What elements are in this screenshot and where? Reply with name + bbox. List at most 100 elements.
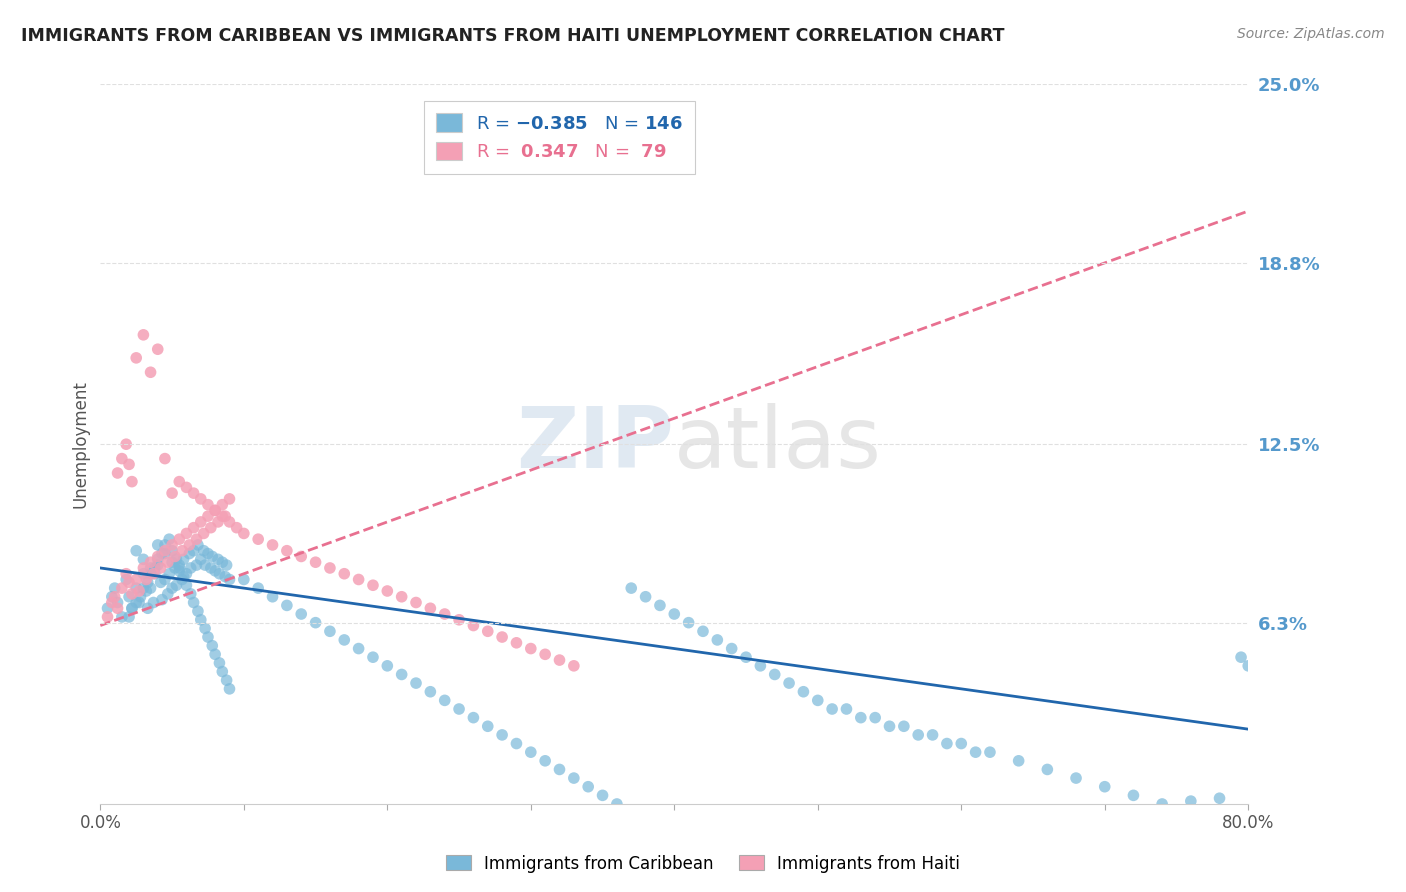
Point — [163, 561, 186, 575]
Point — [232, 526, 254, 541]
Point — [157, 566, 180, 581]
Point — [648, 599, 671, 613]
Point — [172, 543, 194, 558]
Point — [225, 521, 247, 535]
Point — [135, 573, 157, 587]
Point — [194, 622, 217, 636]
Point — [664, 607, 686, 621]
Point — [176, 526, 198, 541]
Point — [965, 745, 987, 759]
Point — [1208, 791, 1230, 805]
Point — [111, 451, 134, 466]
Point — [950, 737, 973, 751]
Point — [135, 584, 157, 599]
Point — [132, 561, 155, 575]
Point — [183, 521, 205, 535]
Point — [562, 771, 585, 785]
Point — [211, 555, 233, 569]
Point — [749, 658, 772, 673]
Point — [142, 566, 165, 581]
Point — [183, 543, 205, 558]
Point — [375, 584, 398, 599]
Point — [262, 538, 284, 552]
Point — [232, 573, 254, 587]
Point — [505, 636, 527, 650]
Point — [146, 343, 169, 357]
Point — [129, 590, 152, 604]
Point — [125, 581, 148, 595]
Point — [211, 665, 233, 679]
Point — [111, 581, 134, 595]
Point — [276, 599, 298, 613]
Point — [160, 581, 183, 595]
Point — [160, 538, 183, 552]
Point — [433, 607, 456, 621]
Point — [534, 648, 557, 662]
Point — [1064, 771, 1087, 785]
Point — [548, 653, 571, 667]
Point — [208, 656, 231, 670]
Point — [142, 595, 165, 609]
Point — [520, 745, 543, 759]
Point — [169, 561, 191, 575]
Point — [735, 650, 758, 665]
Point — [520, 641, 543, 656]
Point — [678, 615, 700, 630]
Point — [262, 590, 284, 604]
Point — [319, 561, 342, 575]
Point — [201, 639, 224, 653]
Point — [361, 578, 384, 592]
Point — [215, 673, 238, 688]
Point — [347, 641, 370, 656]
Point — [720, 641, 742, 656]
Point — [1237, 658, 1260, 673]
Point — [153, 573, 176, 587]
Point — [163, 549, 186, 564]
Point — [153, 547, 176, 561]
Point — [197, 509, 219, 524]
Point — [1036, 763, 1059, 777]
Point — [176, 578, 198, 592]
Point — [173, 569, 195, 583]
Point — [247, 581, 270, 595]
Point — [104, 590, 127, 604]
Point — [505, 737, 527, 751]
Point — [1094, 780, 1116, 794]
Point — [347, 573, 370, 587]
Point — [290, 607, 312, 621]
Point — [194, 558, 217, 573]
Text: Source: ZipAtlas.com: Source: ZipAtlas.com — [1237, 27, 1385, 41]
Point — [190, 613, 212, 627]
Point — [304, 555, 326, 569]
Point — [183, 595, 205, 609]
Point — [139, 555, 162, 569]
Point — [115, 566, 138, 581]
Point — [200, 521, 222, 535]
Point — [146, 558, 169, 573]
Point — [121, 601, 143, 615]
Point — [179, 547, 201, 561]
Point — [187, 538, 209, 552]
Point — [176, 566, 198, 581]
Point — [160, 555, 183, 569]
Point — [935, 737, 957, 751]
Point — [150, 592, 173, 607]
Point — [576, 780, 599, 794]
Point — [153, 543, 176, 558]
Point — [449, 702, 471, 716]
Point — [1152, 797, 1174, 811]
Point — [118, 590, 141, 604]
Point — [477, 719, 499, 733]
Point — [187, 604, 209, 618]
Point — [111, 610, 134, 624]
Point — [96, 610, 118, 624]
Point — [197, 498, 219, 512]
Point — [419, 684, 441, 698]
Point — [548, 763, 571, 777]
Point — [101, 590, 124, 604]
Point — [405, 676, 427, 690]
Point — [491, 630, 513, 644]
Point — [173, 552, 195, 566]
Point — [132, 581, 155, 595]
Point — [1230, 650, 1253, 665]
